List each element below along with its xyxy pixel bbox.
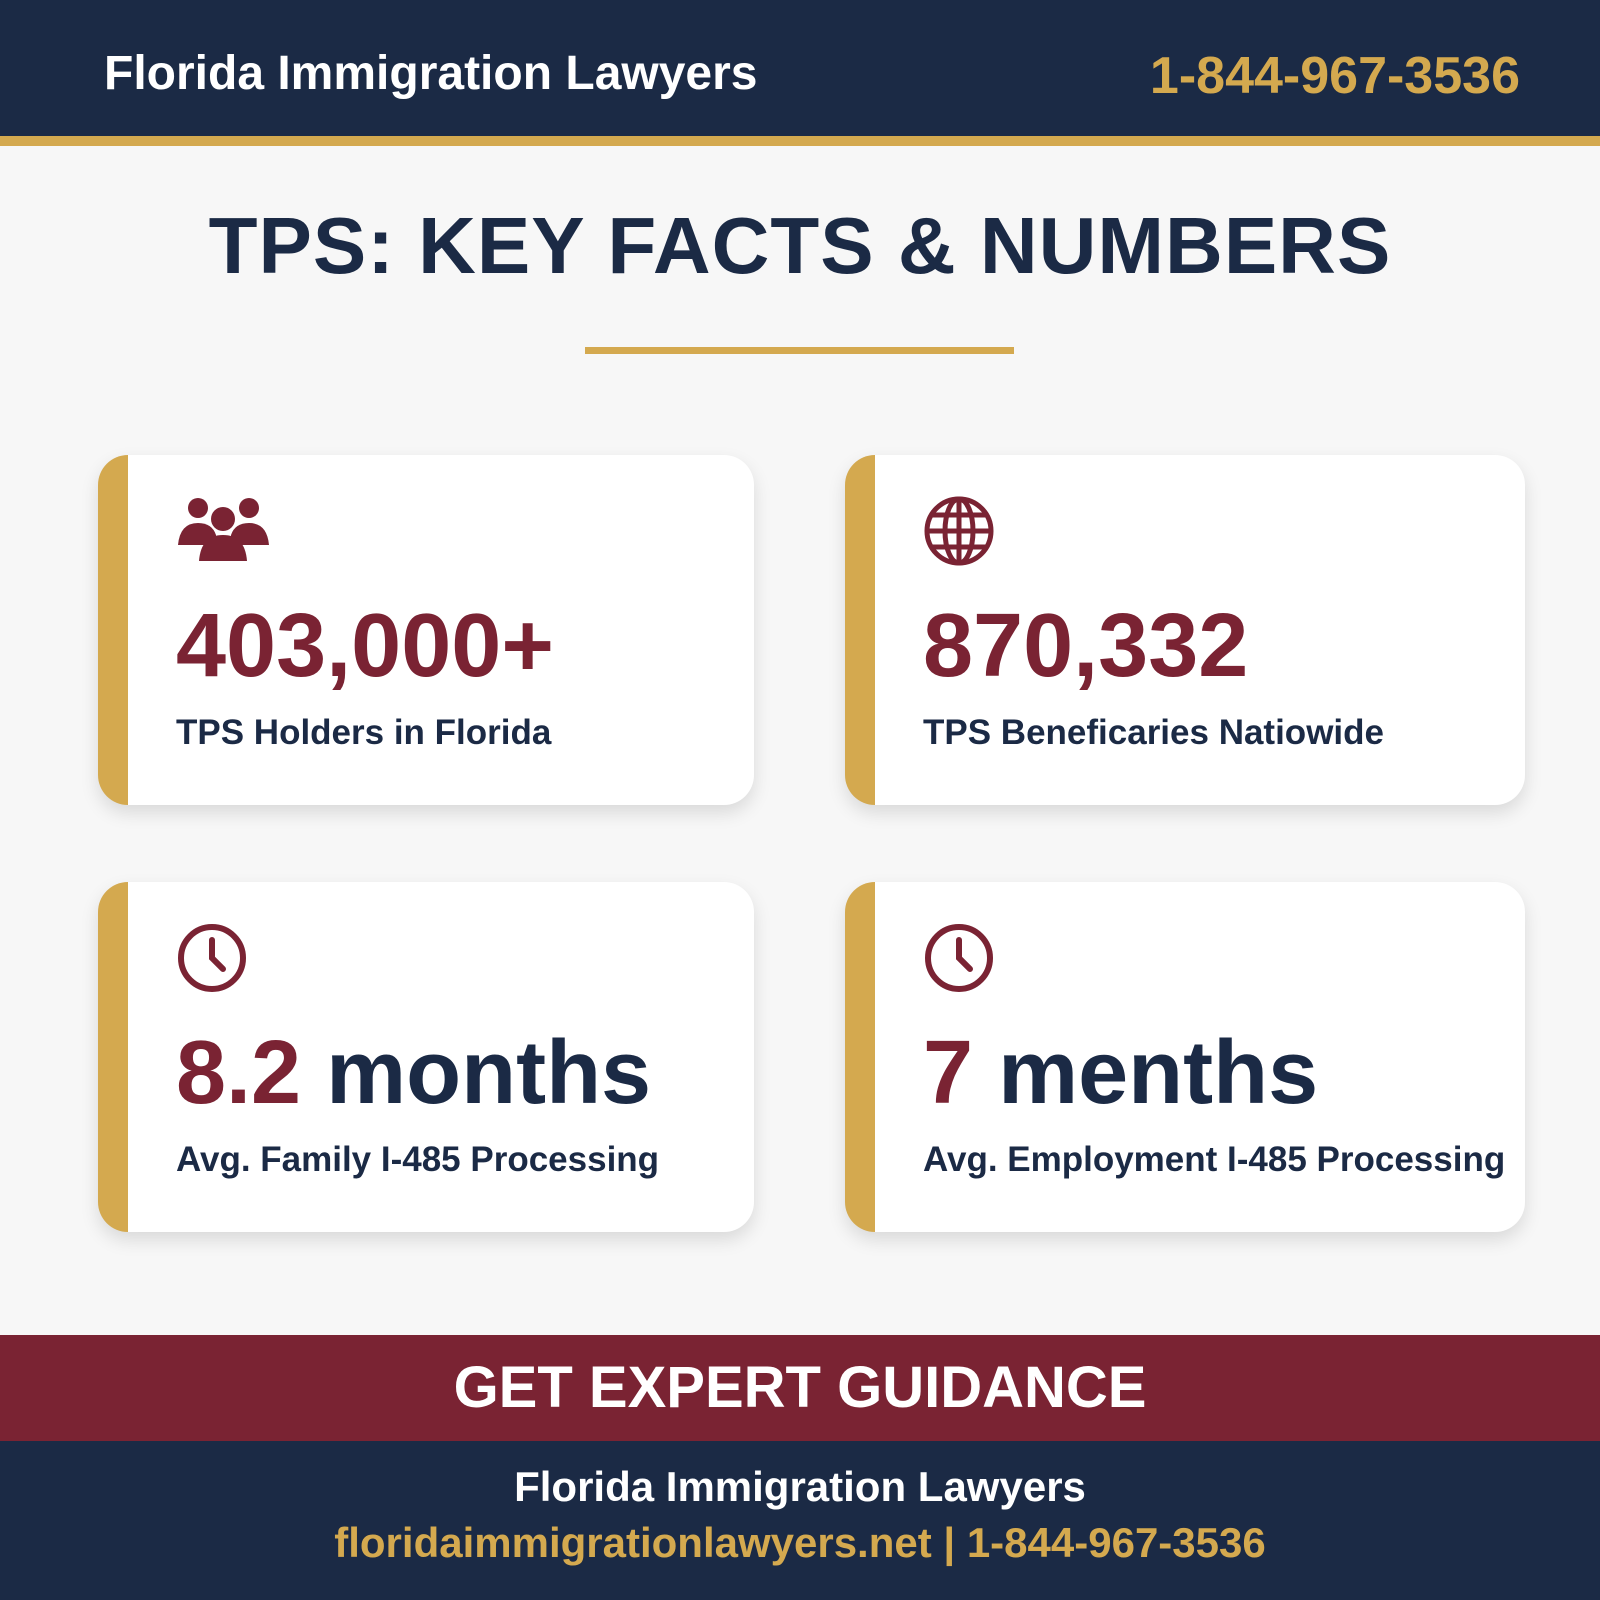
stat-card-nationwide-beneficiaries: 870,332 TPS Beneficaries Natiowide xyxy=(845,455,1525,805)
footer-website-link[interactable]: floridaimmigrationlawyers.net xyxy=(334,1519,932,1566)
title-divider xyxy=(585,347,1014,354)
footer-contact: floridaimmigrationlawyers.net | 1-844-96… xyxy=(0,1519,1600,1567)
header-bar: Florida Immigration Lawyers 1-844-967-35… xyxy=(0,0,1600,146)
brand-name: Florida Immigration Lawyers xyxy=(104,47,758,100)
footer: Florida Immigration Lawyers floridaimmig… xyxy=(0,1441,1600,1600)
clock-icon xyxy=(925,924,993,992)
stat-card-florida-holders: 403,000+ TPS Holders in Florida xyxy=(98,455,754,805)
globe-icon xyxy=(924,496,994,566)
stat-label: TPS Beneficaries Natiowide xyxy=(923,713,1384,752)
page-title: TPS: KEY FACTS & NUMBERS xyxy=(208,201,1392,290)
stat-label: TPS Holders in Florida xyxy=(176,713,552,752)
stat-value: 8.2 months xyxy=(176,1023,652,1123)
stat-card-employment-processing: 7 menths Avg. Employment I-485 Processin… xyxy=(845,882,1525,1232)
people-group-icon xyxy=(178,498,269,561)
stat-value: 403,000+ xyxy=(176,596,554,696)
footer-phone[interactable]: 1-844-967-3536 xyxy=(966,1519,1266,1566)
clock-icon xyxy=(178,924,246,992)
stat-value: 7 menths xyxy=(923,1023,1319,1123)
footer-brand: Florida Immigration Lawyers xyxy=(514,1463,1086,1510)
header-phone[interactable]: 1-844-967-3536 xyxy=(1149,47,1520,105)
stat-label: Avg. Family I-485 Processing xyxy=(176,1140,660,1179)
footer-separator: | xyxy=(931,1519,967,1566)
stat-label: Avg. Employment I-485 Processing xyxy=(923,1140,1506,1179)
stat-card-family-processing: 8.2 months Avg. Family I-485 Processing xyxy=(98,882,754,1232)
cta-banner[interactable]: GET EXPERT GUIDANCE xyxy=(0,1335,1600,1441)
stat-value: 870,332 xyxy=(923,596,1249,696)
